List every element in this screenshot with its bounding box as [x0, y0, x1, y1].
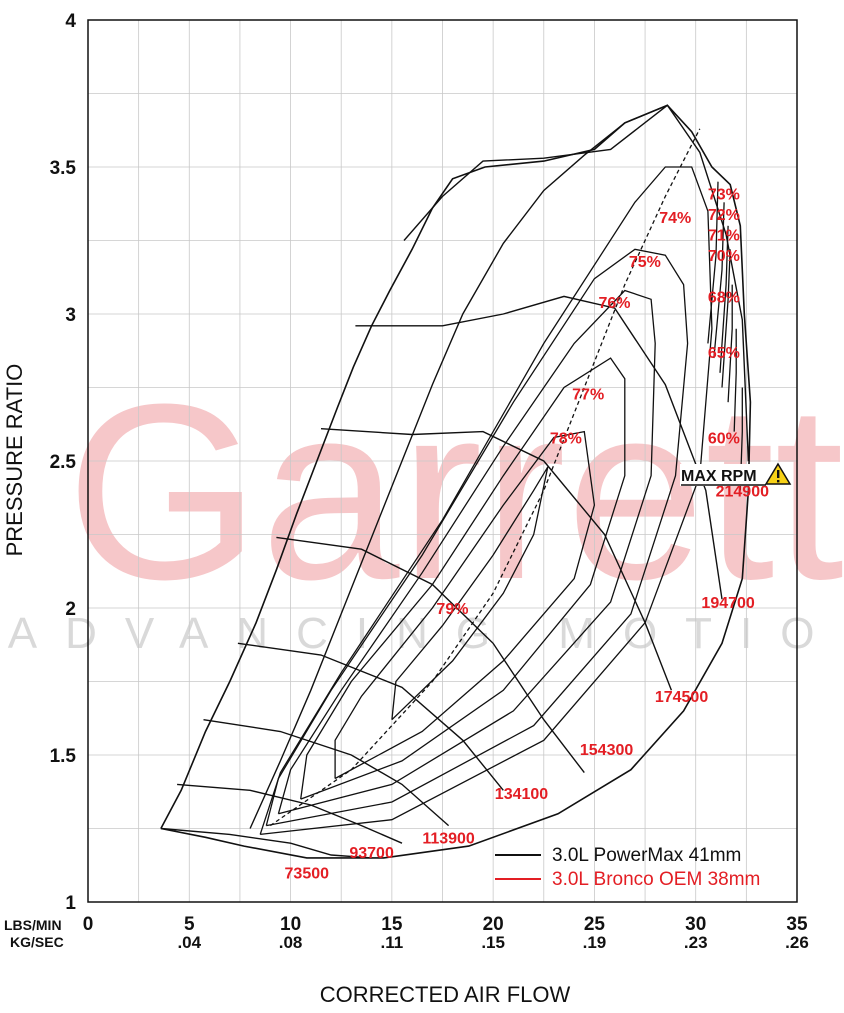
- speed-label: 154300: [580, 742, 633, 759]
- efficiency-label: 72%: [708, 207, 740, 224]
- grid: [87, 19, 798, 903]
- efficiency-island: [259, 166, 713, 836]
- x-tick-label: 25: [584, 914, 606, 935]
- x-tick-label-kg: .26: [785, 933, 809, 952]
- efficiency-label: 60%: [708, 430, 740, 447]
- x-tick-label-kg: .08: [279, 933, 303, 952]
- chart-labels: 79% 78% 77% 76% 75% 74% 73% 72% 71% 70% 68% 65% 60% 7…: [285, 186, 770, 882]
- efficiency-label: 74%: [659, 210, 691, 227]
- efficiency-label: 73%: [708, 186, 740, 203]
- x-tick-label: 0: [83, 914, 94, 935]
- speed-line: [320, 428, 673, 691]
- speed-line: [276, 536, 585, 774]
- watermark: Garrett ADVANCING MOTION: [8, 352, 844, 658]
- x-tick-label-kg: .23: [684, 933, 708, 952]
- plot-frame: [87, 19, 798, 903]
- max-rpm-callout: MAX RPM: [680, 462, 792, 486]
- watermark-sub: ADVANCING MOTION: [8, 609, 844, 658]
- x-tick-label-kg: .11: [381, 933, 404, 952]
- efficiency-label: 76%: [598, 295, 630, 312]
- x-tick-label-kg: .19: [583, 933, 607, 952]
- x-unit-label-kg: KG/SEC: [10, 934, 64, 950]
- x-tick-label: 20: [483, 914, 504, 935]
- efficiency-label: 68%: [708, 289, 740, 306]
- y-axis-title: PRESSURE RATIO: [2, 364, 27, 557]
- speed-label: 113900: [422, 830, 475, 847]
- x-tick-label: 30: [685, 914, 706, 935]
- efficiency-island: [727, 284, 733, 403]
- efficiency-island: [721, 249, 731, 388]
- efficiency-island: [277, 289, 656, 815]
- speed-line: [403, 104, 750, 462]
- speed-label: 73500: [285, 866, 330, 883]
- y-tick-label: 3.5: [50, 158, 77, 179]
- efficiency-island: [733, 328, 737, 432]
- x-tick-label: 35: [786, 914, 808, 935]
- efficiency-label: 65%: [708, 345, 740, 362]
- efficiency-label: 70%: [708, 248, 740, 265]
- legend-label-bronco: 3.0L Bronco OEM 38mm: [552, 869, 760, 890]
- warning-icon: [764, 462, 792, 485]
- axes: 1 1.5 2 2.5 3 3.5 4 0 5.04 10.08 15.11 20.15 25.19 30…: [50, 11, 809, 952]
- x-unit-label-lbs: LBS/MIN: [4, 917, 62, 933]
- efficiency-island: [334, 430, 596, 780]
- x-tick-label: 5: [184, 914, 195, 935]
- x-tick-label: 15: [381, 914, 403, 935]
- y-tick-label: 1: [65, 893, 76, 914]
- speed-line: [203, 719, 450, 827]
- y-tick-label: 1.5: [50, 746, 77, 767]
- efficiency-label: 79%: [436, 601, 468, 618]
- chart-lines: [160, 104, 752, 859]
- x-tick-label-kg: .04: [177, 933, 201, 952]
- speed-line: [177, 783, 403, 844]
- x-tick-label-kg: .15: [481, 933, 505, 952]
- speed-line: [237, 642, 504, 791]
- speed-label: 134100: [495, 786, 548, 803]
- efficiency-island: [265, 248, 689, 827]
- speed-label: 214900: [716, 483, 769, 500]
- speed-line: [160, 827, 372, 859]
- legend: 3.0L PowerMax 41mm 3.0L Bronco OEM 38mm: [495, 845, 760, 890]
- y-tick-label: 4: [65, 11, 76, 32]
- watermark-main: Garrett: [66, 352, 844, 631]
- efficiency-label: 75%: [629, 254, 661, 271]
- efficiency-label: 77%: [572, 386, 604, 403]
- max-rpm-box: [680, 464, 766, 486]
- y-tick-label: 3: [65, 305, 76, 326]
- x-axis-title: CORRECTED AIR FLOW: [320, 982, 571, 1007]
- legend-label-powermax: 3.0L PowerMax 41mm: [552, 845, 741, 866]
- x-tick-label: 10: [280, 914, 301, 935]
- speed-label: 194700: [701, 595, 754, 612]
- efficiency-island: [719, 225, 729, 373]
- y-tick-label: 2: [65, 599, 76, 620]
- efficiency-island: [300, 357, 626, 800]
- max-rpm-label: MAX RPM: [681, 468, 757, 485]
- y-tick-label: 2.5: [50, 452, 77, 473]
- efficiency-island: [391, 466, 549, 721]
- speed-label: 93700: [349, 845, 394, 862]
- efficiency-label: 71%: [708, 228, 740, 245]
- surge-line: [249, 104, 668, 829]
- efficiency-label: 78%: [550, 430, 582, 447]
- speed-label: 174500: [655, 689, 708, 706]
